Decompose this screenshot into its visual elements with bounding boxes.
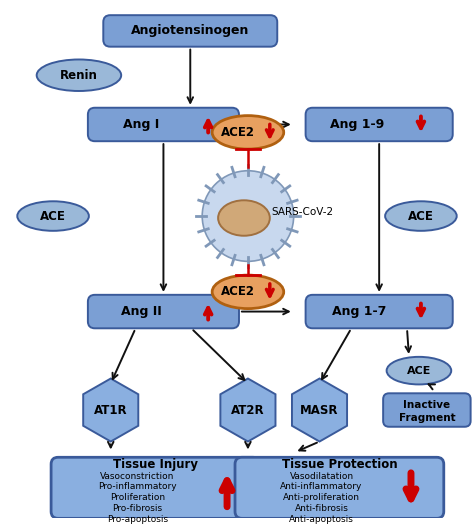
Text: Anti-apoptosis: Anti-apoptosis [289,515,354,524]
Text: ACE: ACE [408,209,434,223]
Text: Ang 1-7: Ang 1-7 [332,305,386,318]
Text: MASR: MASR [300,404,339,416]
Text: AT2R: AT2R [231,404,265,416]
Text: ACE: ACE [407,365,431,376]
Text: Vasodilatation: Vasodilatation [290,471,354,480]
Text: Tissue Injury: Tissue Injury [113,458,198,471]
Ellipse shape [218,201,270,236]
Polygon shape [83,379,138,442]
Text: Ang I: Ang I [123,118,160,131]
Ellipse shape [387,357,451,384]
Text: SARS-CoV-2: SARS-CoV-2 [272,207,334,217]
Ellipse shape [212,116,284,149]
FancyBboxPatch shape [51,457,260,518]
FancyBboxPatch shape [383,393,471,427]
Text: Ang II: Ang II [121,305,162,318]
FancyBboxPatch shape [103,15,277,47]
Text: Anti-inflammatory: Anti-inflammatory [280,482,363,491]
Text: AT1R: AT1R [94,404,128,416]
Circle shape [202,171,294,261]
Polygon shape [220,379,275,442]
FancyBboxPatch shape [88,108,239,141]
Text: Anti-fibrosis: Anti-fibrosis [294,504,348,513]
Polygon shape [292,379,347,442]
Text: Inactive: Inactive [403,400,450,410]
Text: Vasoconstriction: Vasoconstriction [100,471,175,480]
Text: Anti-proliferation: Anti-proliferation [283,493,360,502]
Text: ACE2: ACE2 [221,286,255,298]
Text: ACE2: ACE2 [221,126,255,139]
Ellipse shape [36,59,121,91]
Ellipse shape [17,201,89,231]
Text: Tissue Protection: Tissue Protection [282,458,397,471]
FancyBboxPatch shape [235,457,444,518]
Text: Ang 1-9: Ang 1-9 [330,118,384,131]
Text: Renin: Renin [60,69,98,82]
Text: Proliferation: Proliferation [110,493,165,502]
FancyBboxPatch shape [88,295,239,328]
Text: Pro-inflammatory: Pro-inflammatory [98,482,177,491]
Text: Pro-fibrosis: Pro-fibrosis [112,504,163,513]
Text: Fragment: Fragment [399,413,455,423]
Ellipse shape [212,275,284,309]
FancyBboxPatch shape [306,295,453,328]
Text: Pro-apoptosis: Pro-apoptosis [107,515,168,524]
Text: Angiotensinogen: Angiotensinogen [131,25,249,37]
FancyBboxPatch shape [306,108,453,141]
Text: ACE: ACE [40,209,66,223]
Ellipse shape [385,201,457,231]
